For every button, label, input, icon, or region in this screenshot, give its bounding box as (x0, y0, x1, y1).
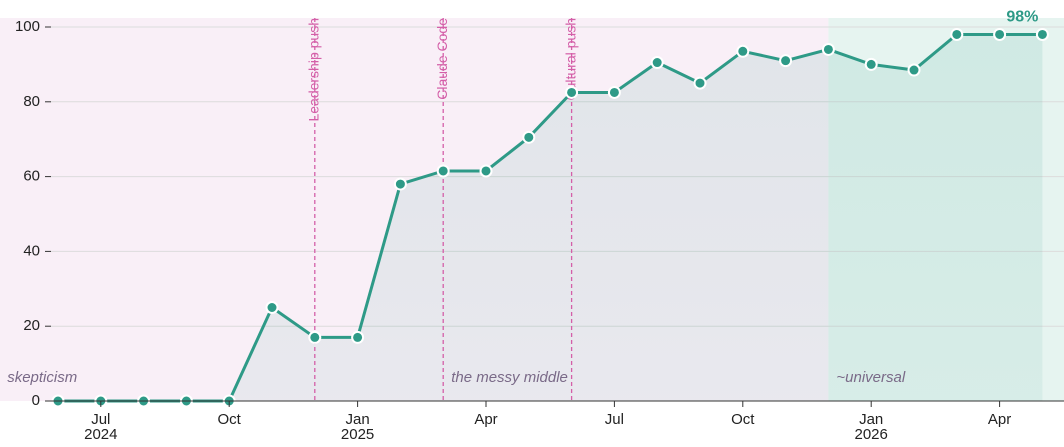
x-tick-label: Jul 2024 (84, 411, 118, 443)
y-tick-label: 20 (23, 317, 40, 334)
region-label: ~universal (836, 369, 905, 386)
point (308, 330, 322, 344)
point (907, 63, 921, 77)
point (522, 130, 536, 144)
point (1035, 27, 1049, 41)
point (351, 330, 365, 344)
y-tick-label: 0 (32, 392, 40, 409)
point (993, 27, 1007, 41)
y-tick-label: 40 (23, 242, 40, 259)
point (607, 85, 621, 99)
x-tick-label: Apr (474, 411, 498, 428)
point (693, 76, 707, 90)
x-tick-label: Oct (217, 411, 241, 428)
point (736, 44, 750, 58)
x-tick-label: Apr (987, 411, 1012, 428)
point (436, 164, 450, 178)
x-tick-label: Jul (604, 411, 624, 428)
y-tick-label: 60 (23, 168, 40, 185)
area (58, 34, 1043, 401)
x-tick-label: Jan 2026 (854, 411, 888, 443)
point (565, 85, 579, 99)
event-label: Claude Code (434, 18, 450, 100)
y-tick-label: 80 (23, 93, 40, 110)
value-label: 98% (1006, 9, 1038, 26)
point (821, 42, 835, 56)
event-label: Cultural push (562, 18, 578, 101)
y-tick-label: 100 (15, 18, 40, 35)
region-label: the messy middle (451, 369, 568, 386)
point (864, 57, 878, 71)
event-label: Leadership push (306, 18, 322, 122)
x-tick-label: Jan 2025 (340, 411, 375, 443)
point (393, 177, 407, 191)
point (479, 164, 493, 178)
point (950, 27, 964, 41)
x-tick-label: Oct (731, 411, 755, 428)
point (779, 54, 793, 68)
point (265, 301, 279, 314)
point (650, 56, 664, 70)
region-label: skepticism (7, 369, 77, 386)
